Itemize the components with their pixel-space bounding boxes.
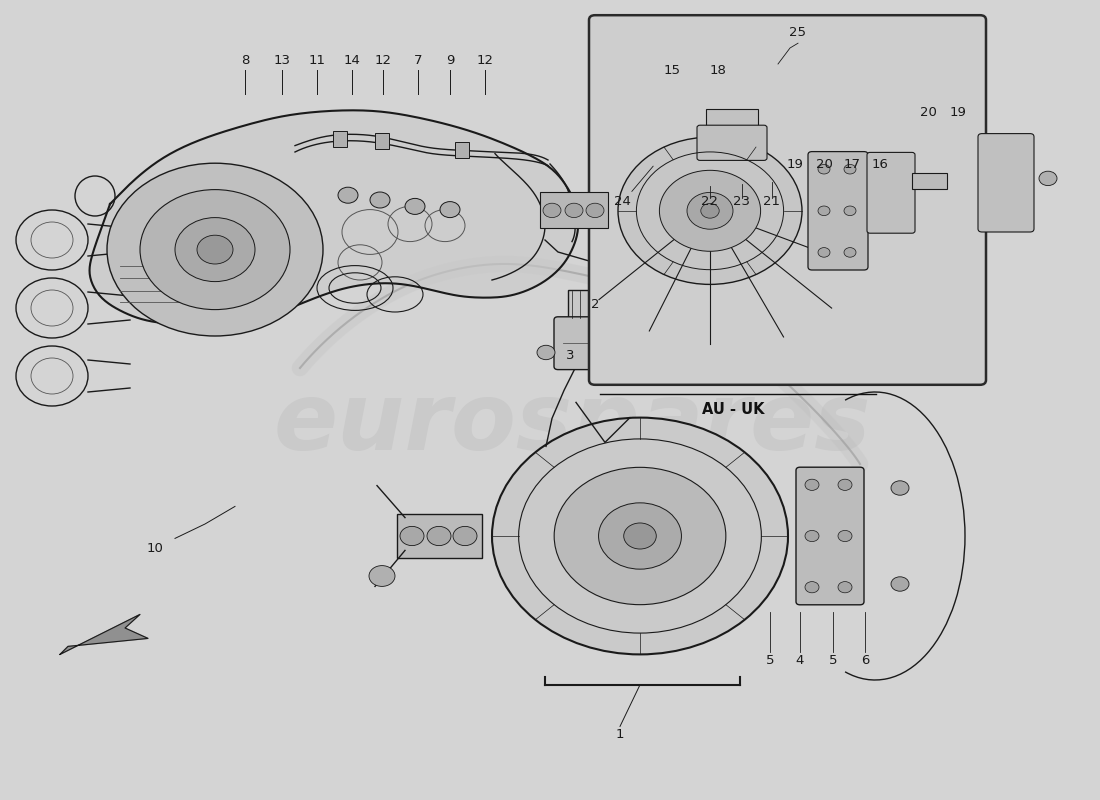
Text: 19: 19 [949,106,967,118]
FancyBboxPatch shape [978,134,1034,232]
Bar [568,290,620,320]
Circle shape [543,203,561,218]
Text: 12: 12 [374,54,392,66]
Circle shape [632,346,651,360]
Text: 18: 18 [710,64,726,77]
Text: 3: 3 [565,350,574,362]
Circle shape [175,218,255,282]
Circle shape [598,503,681,569]
Text: 17: 17 [844,158,860,170]
Circle shape [844,248,856,258]
FancyBboxPatch shape [796,467,864,605]
Text: 10: 10 [146,542,164,554]
Circle shape [453,526,477,546]
Circle shape [197,235,233,264]
Bar [455,142,469,158]
Text: 2: 2 [591,298,600,310]
Text: eurospares: eurospares [273,378,871,470]
Circle shape [624,523,657,549]
Circle shape [107,163,323,336]
Circle shape [140,190,290,310]
Circle shape [1040,171,1057,186]
Circle shape [405,198,425,214]
Circle shape [838,530,853,542]
Circle shape [338,187,358,203]
Circle shape [537,346,556,360]
Text: 20: 20 [920,106,936,118]
Circle shape [440,202,460,218]
Circle shape [818,206,830,215]
Circle shape [818,165,830,174]
Circle shape [688,193,733,230]
Circle shape [844,165,856,174]
Polygon shape [60,614,148,654]
Text: 14: 14 [343,54,361,66]
Polygon shape [89,110,579,325]
Circle shape [368,566,395,586]
Bar [912,173,947,189]
Text: 20: 20 [815,158,833,170]
Text: 24: 24 [614,195,630,208]
FancyBboxPatch shape [867,153,915,234]
Bar [706,110,758,127]
Text: 5: 5 [828,654,837,666]
Circle shape [818,248,830,258]
Text: 7: 7 [414,54,422,66]
Circle shape [554,467,726,605]
Circle shape [492,418,788,654]
Circle shape [427,526,451,546]
Text: 8: 8 [241,54,250,66]
Circle shape [701,203,719,218]
FancyBboxPatch shape [588,15,986,385]
Text: 12: 12 [476,54,494,66]
FancyBboxPatch shape [808,152,868,270]
Text: 5: 5 [766,654,774,666]
Circle shape [805,530,820,542]
Text: 1: 1 [616,728,625,741]
Bar [540,193,608,229]
FancyBboxPatch shape [554,317,634,370]
Bar [333,131,346,147]
Text: 13: 13 [274,54,290,66]
Text: 25: 25 [790,26,806,38]
Circle shape [838,479,853,490]
Text: 23: 23 [734,195,750,208]
Text: 16: 16 [871,158,889,170]
Bar [375,133,389,149]
Circle shape [805,582,820,593]
Circle shape [370,192,390,208]
Text: 9: 9 [446,54,454,66]
Text: 15: 15 [663,64,681,77]
FancyBboxPatch shape [697,126,767,161]
Text: 6: 6 [861,654,869,666]
Circle shape [891,481,909,495]
Text: AU - UK: AU - UK [703,402,764,418]
Bar [397,514,482,558]
Circle shape [586,203,604,218]
Text: 4: 4 [795,654,804,666]
Circle shape [618,138,802,285]
Circle shape [565,203,583,218]
Text: 21: 21 [763,195,781,208]
Circle shape [659,170,760,251]
Circle shape [400,526,424,546]
Circle shape [891,577,909,591]
Circle shape [844,206,856,215]
Circle shape [805,479,820,490]
Text: 11: 11 [308,54,326,66]
Text: 19: 19 [786,158,803,170]
Circle shape [838,582,853,593]
Text: 22: 22 [702,195,718,208]
